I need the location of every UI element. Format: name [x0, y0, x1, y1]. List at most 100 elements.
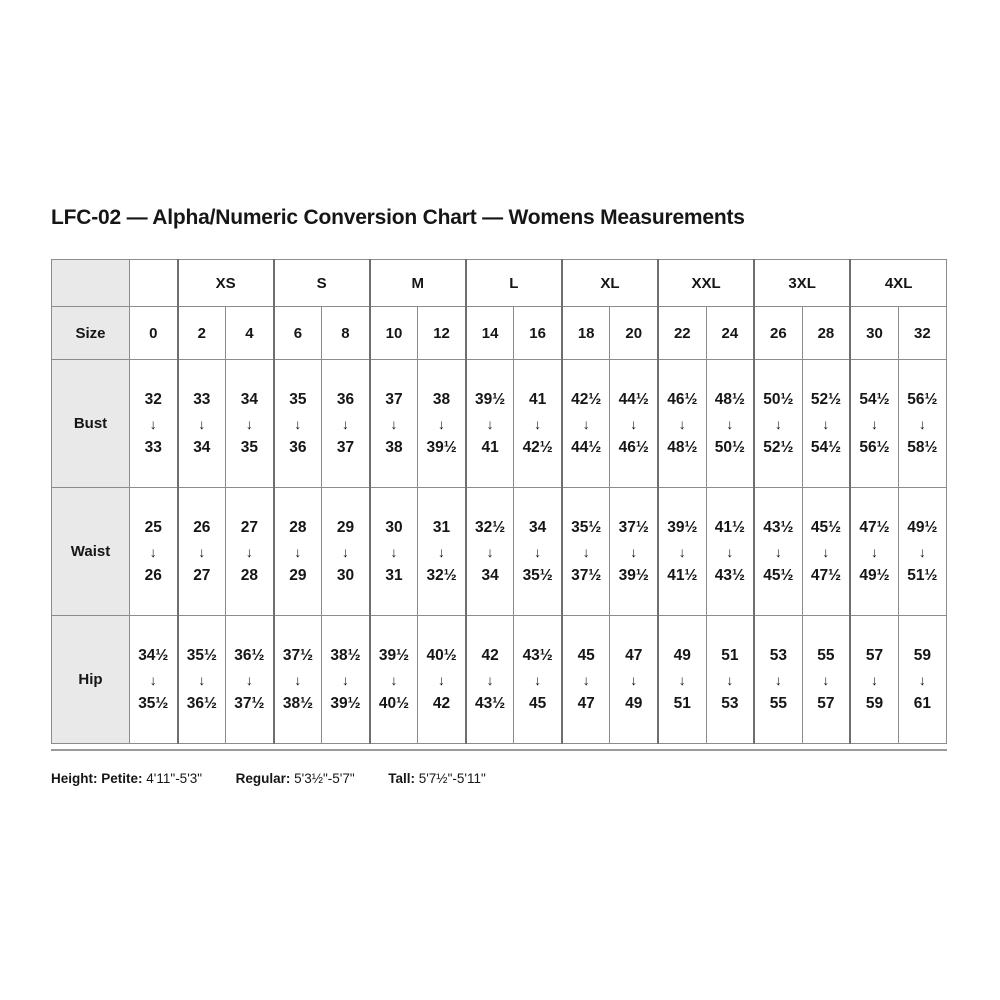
- range-from: 57: [865, 647, 884, 664]
- range-stack: 50½ ↓ 52½: [755, 392, 802, 455]
- range-to: 45½: [763, 566, 794, 584]
- row-label-bust: Bust: [51, 359, 130, 488]
- range-to: 47: [577, 694, 595, 712]
- range-stack: 42½ ↓ 44½: [563, 392, 610, 455]
- range-from: 32½: [475, 519, 506, 536]
- range-from: 36½: [234, 647, 265, 664]
- arrow-down-icon: ↓: [726, 415, 734, 432]
- measurement-cell: 32 ↓ 33: [128, 359, 179, 488]
- range-to: 49½: [859, 566, 890, 584]
- measurement-cell: 39½ ↓ 40½: [368, 615, 419, 744]
- arrow-down-icon: ↓: [870, 671, 878, 688]
- range-to: 33: [144, 438, 162, 456]
- alpha-size-4xl: 4XL: [849, 259, 948, 307]
- measurement-cell: 34 ↓ 35: [225, 359, 275, 488]
- range-stack: 47½ ↓ 49½: [851, 520, 898, 583]
- numeric-size-18: 18: [560, 306, 611, 360]
- measurement-cell: 38 ↓ 39½: [417, 359, 467, 488]
- range-to: 38½: [282, 694, 313, 712]
- arrow-down-icon: ↓: [390, 543, 398, 560]
- measurement-cell: 45 ↓ 47: [560, 615, 611, 744]
- numeric-size-22: 22: [657, 306, 707, 360]
- measurement-cell: 35½ ↓ 36½: [176, 615, 227, 744]
- row-label-waist: Waist: [51, 487, 130, 616]
- range-to: 41½: [667, 566, 698, 584]
- range-stack: 26 ↓ 27: [179, 520, 226, 583]
- measurement-cell: 34 ↓ 35½: [513, 487, 563, 616]
- arrow-down-icon: ↓: [870, 415, 878, 432]
- range-to: 57: [817, 694, 835, 712]
- range-to: 55: [769, 694, 787, 712]
- arrow-down-icon: ↓: [438, 671, 446, 688]
- range-to: 44½: [571, 438, 602, 456]
- footnote-petite-value: 4'11"-5'3": [146, 771, 203, 786]
- measurement-cell: 31 ↓ 32½: [417, 487, 467, 616]
- range-from: 35½: [186, 647, 217, 664]
- alpha-size-s: S: [272, 259, 371, 307]
- range-to: 51½: [907, 566, 938, 584]
- range-to: 39½: [618, 566, 649, 584]
- range-from: 32: [144, 391, 162, 408]
- arrow-down-icon: ↓: [341, 415, 349, 432]
- range-from: 54½: [859, 391, 890, 408]
- range-to: 28: [240, 566, 258, 584]
- range-to: 37½: [571, 566, 602, 584]
- range-stack: 32½ ↓ 34: [467, 520, 514, 583]
- alpha-size-m: M: [368, 259, 467, 307]
- numeric-size-30: 30: [849, 306, 899, 360]
- range-from: 33: [193, 391, 211, 408]
- arrow-down-icon: ↓: [726, 543, 734, 560]
- arrow-down-icon: ↓: [774, 543, 782, 560]
- measurement-cell: 59 ↓ 61: [897, 615, 948, 744]
- range-from: 55: [817, 647, 835, 664]
- range-stack: 42 ↓ 43½: [467, 648, 514, 711]
- measurement-cell: 55 ↓ 57: [801, 615, 851, 744]
- numeric-size-4: 4: [225, 306, 275, 360]
- arrow-down-icon: ↓: [486, 543, 494, 560]
- numeric-size-0: 0: [128, 306, 179, 360]
- range-to: 27: [193, 566, 211, 584]
- alpha-size-3xl: 3XL: [753, 259, 851, 307]
- numeric-size-8: 8: [321, 306, 371, 360]
- range-from: 51: [721, 647, 739, 664]
- range-from: 37½: [618, 519, 649, 536]
- range-stack: 29 ↓ 30: [322, 520, 369, 583]
- range-stack: 40½ ↓ 42: [418, 648, 465, 711]
- range-from: 50½: [763, 391, 794, 408]
- range-stack: 49½ ↓ 51½: [899, 520, 946, 583]
- range-stack: 49 ↓ 51: [659, 648, 706, 711]
- arrow-down-icon: ↓: [822, 415, 830, 432]
- arrow-down-icon: ↓: [294, 415, 302, 432]
- arrow-down-icon: ↓: [870, 543, 878, 560]
- table-bottom-rule: [51, 749, 947, 751]
- numeric-size-10: 10: [368, 306, 419, 360]
- measurement-cell: 44½ ↓ 46½: [609, 359, 659, 488]
- range-to: 35½: [522, 566, 553, 584]
- table-corner-cell: [51, 259, 130, 307]
- range-from: 26: [193, 519, 211, 536]
- arrow-down-icon: ↓: [486, 415, 494, 432]
- range-stack: 37½ ↓ 38½: [275, 648, 322, 711]
- range-from: 49: [673, 647, 691, 664]
- range-stack: 35 ↓ 36: [275, 392, 322, 455]
- range-stack: 33 ↓ 34: [179, 392, 226, 455]
- range-from: 48½: [714, 391, 745, 408]
- range-to: 26: [144, 566, 162, 584]
- range-from: 25: [144, 519, 162, 536]
- range-to: 61: [913, 694, 931, 712]
- measurement-cell: 36½ ↓ 37½: [225, 615, 275, 744]
- range-from: 29: [336, 519, 355, 536]
- arrow-down-icon: ↓: [774, 671, 782, 688]
- measurement-cell: 51 ↓ 53: [705, 615, 755, 744]
- measurement-cell: 39½ ↓ 41½: [657, 487, 707, 616]
- range-to: 40½: [378, 694, 410, 712]
- size-conversion-table: XS S M L XL XXL 3XL 4XL Size 0 2 4 6 8 10 12 14 16 18 20 22 2…: [51, 259, 948, 744]
- range-stack: 41½ ↓ 43½: [707, 520, 754, 583]
- range-stack: 34½ ↓ 35½: [130, 648, 177, 711]
- range-stack: 25 ↓ 26: [130, 520, 177, 583]
- measurement-row: Waist 25 ↓ 26 26 ↓ 27 27 ↓ 28 28 ↓ 29 29 ↓ 30 30 ↓ 31 31 ↓ 32…: [51, 487, 948, 616]
- range-to: 34: [481, 566, 499, 584]
- arrow-down-icon: ↓: [630, 415, 638, 432]
- range-to: 47½: [810, 566, 842, 584]
- range-to: 58½: [907, 438, 938, 456]
